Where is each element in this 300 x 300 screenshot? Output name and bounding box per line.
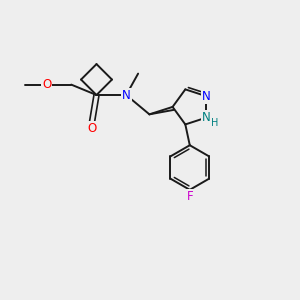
Text: O: O <box>87 122 97 135</box>
Text: H: H <box>211 118 218 128</box>
Text: N: N <box>202 111 210 124</box>
Text: O: O <box>42 78 52 91</box>
Text: F: F <box>187 190 193 203</box>
Text: N: N <box>122 88 130 101</box>
Text: N: N <box>202 90 210 103</box>
